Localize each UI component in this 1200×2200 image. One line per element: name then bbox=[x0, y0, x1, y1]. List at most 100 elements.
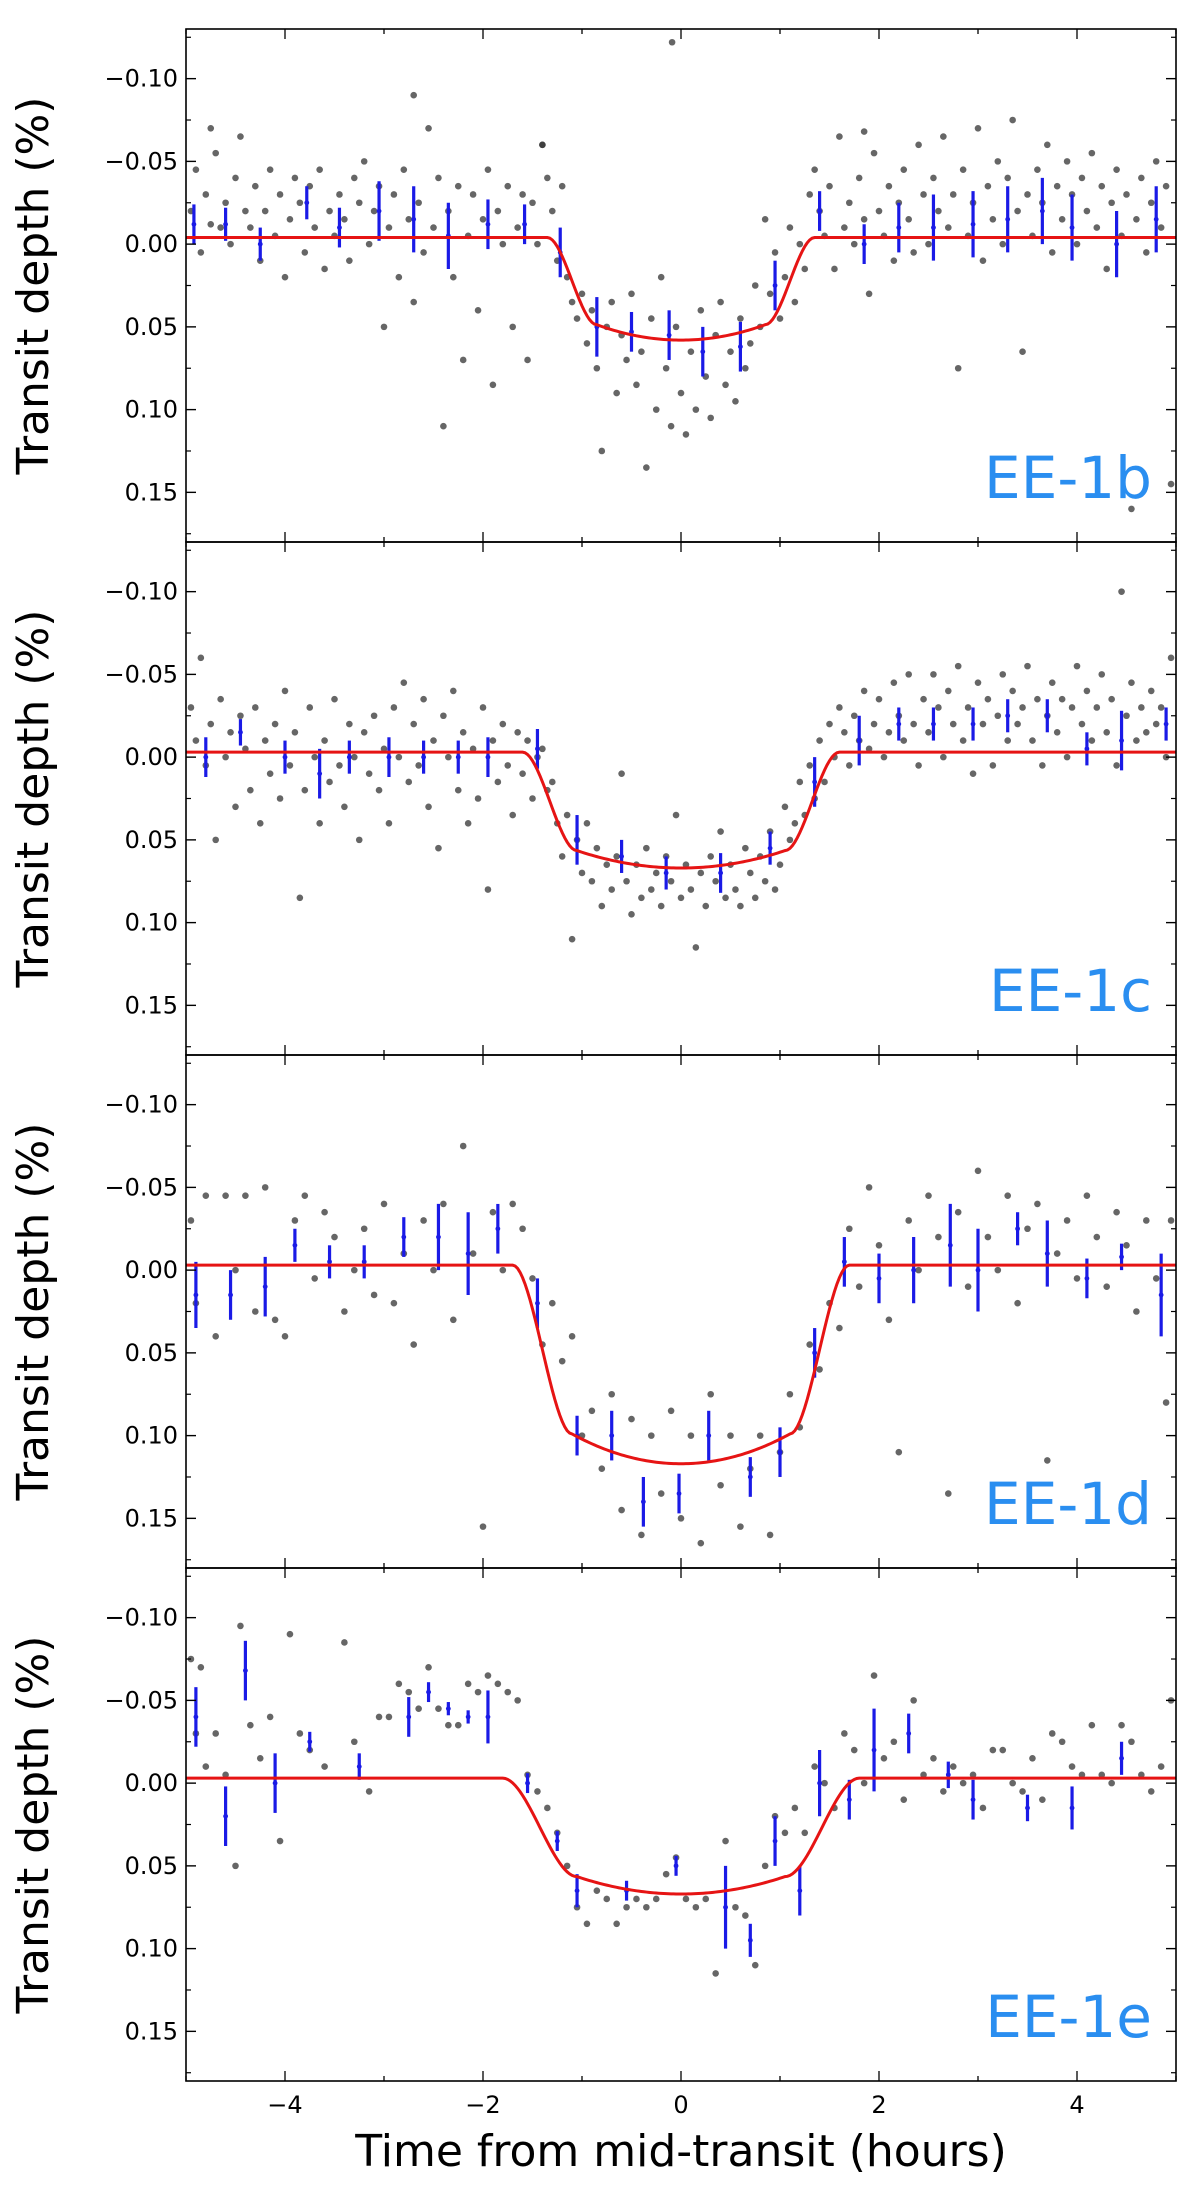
data-point bbox=[494, 778, 502, 786]
data-point bbox=[816, 1366, 823, 1373]
data-point bbox=[1024, 1225, 1031, 1233]
data-point bbox=[390, 704, 398, 711]
data-point bbox=[207, 220, 215, 228]
y-tick-label: 0.15 bbox=[125, 991, 178, 1019]
data-point bbox=[1147, 1788, 1155, 1795]
data-point bbox=[1044, 141, 1051, 149]
data-point bbox=[1078, 174, 1086, 182]
data-point bbox=[1053, 182, 1061, 190]
binned-point bbox=[1044, 713, 1050, 719]
binned-point bbox=[203, 754, 209, 760]
x-tick-label: 2 bbox=[871, 2091, 886, 2119]
data-point bbox=[1152, 1275, 1160, 1282]
data-point bbox=[1098, 1771, 1106, 1779]
binned-point bbox=[223, 221, 229, 227]
data-point bbox=[860, 687, 868, 695]
binned-point bbox=[723, 1904, 728, 1910]
data-point bbox=[945, 1490, 952, 1497]
data-point bbox=[811, 166, 818, 173]
binned-point bbox=[337, 225, 342, 230]
data-point bbox=[360, 158, 368, 165]
binned-point bbox=[619, 854, 624, 859]
data-point bbox=[539, 745, 546, 753]
data-point bbox=[920, 695, 927, 703]
binned-point bbox=[1119, 1755, 1124, 1761]
data-point bbox=[410, 1341, 418, 1348]
data-point bbox=[321, 265, 328, 273]
data-point bbox=[499, 1266, 507, 1274]
data-point bbox=[697, 1539, 705, 1547]
data-point bbox=[237, 1622, 244, 1630]
data-point bbox=[459, 1142, 467, 1150]
data-point bbox=[529, 795, 536, 802]
data-point bbox=[440, 1200, 447, 1208]
data-point bbox=[648, 315, 655, 322]
transit-model-curve bbox=[186, 1263, 1176, 1466]
data-point bbox=[514, 224, 521, 231]
data-point bbox=[860, 128, 868, 135]
y-tick-label: −0.10 bbox=[104, 65, 178, 93]
data-point bbox=[771, 886, 779, 893]
data-point bbox=[935, 1233, 942, 1241]
binned-point bbox=[673, 1863, 679, 1869]
data-point bbox=[1138, 1771, 1145, 1779]
binned-point bbox=[426, 1689, 431, 1695]
y-tick-label: 0.15 bbox=[125, 478, 178, 506]
data-point bbox=[222, 1771, 229, 1779]
data-point bbox=[578, 290, 586, 298]
data-point bbox=[222, 199, 229, 207]
binned-point bbox=[257, 241, 263, 247]
data-point bbox=[479, 216, 487, 223]
data-point bbox=[1009, 1779, 1016, 1787]
data-point bbox=[316, 166, 323, 173]
data-point bbox=[331, 695, 338, 703]
data-point bbox=[608, 886, 615, 893]
data-point bbox=[707, 1390, 714, 1398]
data-point bbox=[524, 356, 531, 364]
data-point bbox=[212, 836, 219, 844]
data-point bbox=[291, 174, 299, 182]
data-point bbox=[742, 1912, 749, 1919]
data-point bbox=[821, 1779, 828, 1787]
data-point bbox=[1088, 737, 1096, 744]
data-point bbox=[737, 902, 744, 910]
data-point bbox=[474, 307, 482, 314]
data-point bbox=[761, 216, 769, 223]
data-point bbox=[1167, 654, 1175, 662]
binned-point bbox=[812, 779, 818, 785]
data-point bbox=[722, 381, 729, 389]
data-point bbox=[405, 1688, 413, 1696]
binned-point bbox=[700, 349, 706, 355]
data-point bbox=[786, 224, 794, 231]
binned-point bbox=[772, 1838, 778, 1844]
data-point bbox=[435, 174, 442, 182]
data-point bbox=[534, 1788, 541, 1795]
data-point bbox=[860, 1779, 868, 1787]
data-point bbox=[781, 273, 789, 281]
data-point bbox=[351, 174, 358, 182]
data-point bbox=[227, 240, 234, 248]
y-tick-label: 0.05 bbox=[125, 1339, 178, 1367]
binned-point bbox=[970, 721, 976, 727]
data-point bbox=[519, 191, 526, 198]
data-point bbox=[232, 1266, 239, 1274]
data-point bbox=[687, 1432, 695, 1439]
data-point bbox=[237, 712, 244, 720]
data-point bbox=[459, 729, 467, 736]
data-point bbox=[603, 1895, 611, 1903]
data-point bbox=[1133, 1308, 1140, 1315]
data-point bbox=[870, 149, 878, 157]
panel-ee-1b: −0.10 −0.05 0.00 0.05 0.10 0.15 Transit depth … bbox=[8, 28, 1177, 543]
y-tick-label: 0.15 bbox=[125, 1504, 178, 1532]
binned-point bbox=[193, 1292, 199, 1298]
data-point bbox=[578, 869, 586, 877]
binned-point bbox=[292, 1242, 298, 1248]
binned-point bbox=[931, 721, 936, 727]
data-point bbox=[494, 1680, 502, 1688]
binned-point bbox=[1015, 1226, 1020, 1232]
data-point bbox=[910, 720, 917, 728]
data-point bbox=[484, 886, 492, 893]
data-point bbox=[643, 464, 650, 471]
data-point bbox=[504, 762, 512, 769]
